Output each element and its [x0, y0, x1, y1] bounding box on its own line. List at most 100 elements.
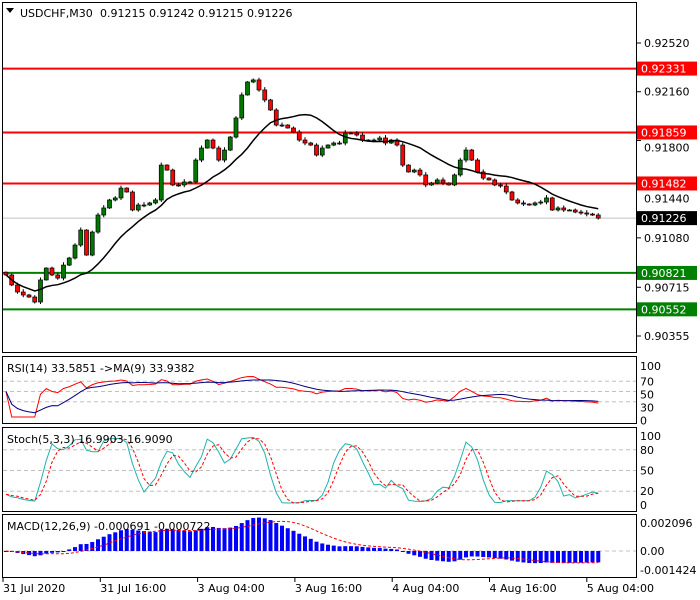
level-labels: 0.92331 0.91859 0.91482 0.90821 0.90552 0.912… — [637, 61, 697, 317]
price-tick-label: 0.90355 — [644, 330, 690, 343]
indicator-tick-label: 0.00 — [640, 545, 665, 558]
indicator-tick-label: 100 — [640, 360, 661, 373]
candle — [521, 200, 526, 207]
candle — [567, 209, 572, 212]
support-price-label-bg — [637, 302, 697, 317]
candle — [308, 141, 314, 146]
candle — [141, 202, 147, 208]
candle-body — [239, 94, 245, 119]
price-tick-label: 0.92520 — [644, 37, 690, 50]
macd-histogram-bar — [377, 548, 382, 551]
macd-histogram-bar — [452, 551, 457, 562]
candle — [176, 182, 181, 187]
candle — [452, 173, 457, 187]
candle — [492, 178, 498, 187]
macd-title: MACD(12,26,9) -0.000691 -0.000722 — [7, 520, 210, 533]
candle-body — [440, 179, 446, 184]
candle-body — [319, 147, 325, 156]
candle — [124, 187, 130, 193]
price-tick-label: 0.90715 — [644, 281, 690, 294]
price-tick-label: 0.91080 — [644, 232, 690, 245]
macd-histogram-bar — [550, 551, 555, 563]
price-panel[interactable]: 0.92520 0.92160 0.91800 0.91440 0.91080 0.907… — [2, 2, 698, 353]
price-tick-label: 0.91800 — [644, 141, 690, 154]
candle — [417, 167, 423, 177]
macd-histogram-bar — [337, 546, 342, 551]
candle — [55, 272, 61, 280]
candle-body — [296, 131, 302, 141]
candle-body — [515, 199, 521, 204]
macd-histogram-bar — [487, 551, 491, 558]
macd-histogram-bar — [285, 528, 290, 551]
resistance-price-label: 0.91859 — [641, 126, 687, 139]
candle — [440, 177, 446, 186]
candle — [595, 213, 601, 220]
candle-body — [55, 274, 61, 279]
candle-body — [337, 142, 342, 145]
macd-histogram-bar — [50, 551, 54, 553]
candle-body — [446, 182, 452, 186]
macd-histogram-bar — [538, 551, 543, 564]
rsi-title: RSI(14) 33.5851 ->MA(9) 33.9382 — [7, 362, 195, 375]
candle — [204, 139, 210, 149]
candle-body — [20, 291, 26, 296]
candle — [411, 168, 417, 174]
macd-histogram-bar — [228, 527, 233, 551]
macd-panel[interactable]: 0.002096 0.00 -0.001424 MACD(12,26,9) -0.0… — [2, 514, 697, 578]
macd-histogram-bar — [84, 543, 89, 551]
level-lines[interactable] — [3, 67, 636, 311]
candle — [43, 267, 49, 281]
candle — [170, 168, 176, 187]
candle-body — [532, 202, 538, 206]
candle-body — [561, 207, 567, 211]
candle — [273, 108, 279, 127]
candle-body — [66, 257, 72, 266]
time-tick-label: 3 Aug 16:00 — [295, 582, 362, 595]
symbol-label: USDCHF,M30 — [20, 7, 93, 20]
candle — [549, 196, 555, 211]
indicator-tick-label: 0 — [640, 499, 647, 512]
time-tick-label: 4 Aug 16:00 — [490, 582, 557, 595]
time-tick-label: 31 Jul 16:00 — [100, 582, 166, 595]
candle-body — [411, 169, 417, 173]
macd-histogram-bar — [527, 551, 532, 563]
indicator-tick-label: 0.002096 — [640, 517, 693, 530]
candle-body — [32, 296, 38, 303]
candle-body — [595, 214, 601, 219]
candle-body — [262, 89, 268, 101]
candle — [153, 198, 158, 205]
macd-histogram-bar — [27, 551, 31, 556]
macd-histogram-bar — [262, 518, 267, 551]
macd-histogram-bar — [366, 547, 371, 551]
candle — [187, 180, 193, 184]
candle-body — [492, 179, 498, 186]
candle — [112, 196, 118, 202]
macd-histogram-bar — [475, 551, 480, 557]
macd-histogram-bar — [130, 530, 135, 551]
candle — [38, 277, 43, 305]
candle — [457, 157, 463, 177]
candle — [331, 141, 337, 147]
macd-histogram-bar — [308, 538, 313, 551]
time-axis: 31 Jul 2020 31 Jul 16:00 3 Aug 04:00 3 Aug … — [2, 578, 654, 595]
indicator-tick-label: 50 — [640, 388, 654, 401]
indicator-tick-label: 0 — [640, 414, 647, 427]
macd-histogram-bar — [113, 532, 118, 551]
macd-histogram-bar — [331, 545, 336, 551]
candle-body — [3, 271, 9, 276]
candle — [95, 212, 101, 234]
candle-body — [141, 204, 147, 207]
candle-body — [469, 149, 475, 161]
collapse-triangle-icon[interactable] — [6, 8, 14, 13]
candle — [158, 162, 164, 202]
candle-body — [15, 284, 20, 293]
candle — [296, 129, 302, 142]
candle — [469, 148, 475, 161]
macd-histogram-bar — [590, 551, 595, 563]
macd-histogram-bar — [596, 551, 601, 563]
candle-body — [429, 182, 434, 186]
candle-body — [130, 191, 135, 211]
